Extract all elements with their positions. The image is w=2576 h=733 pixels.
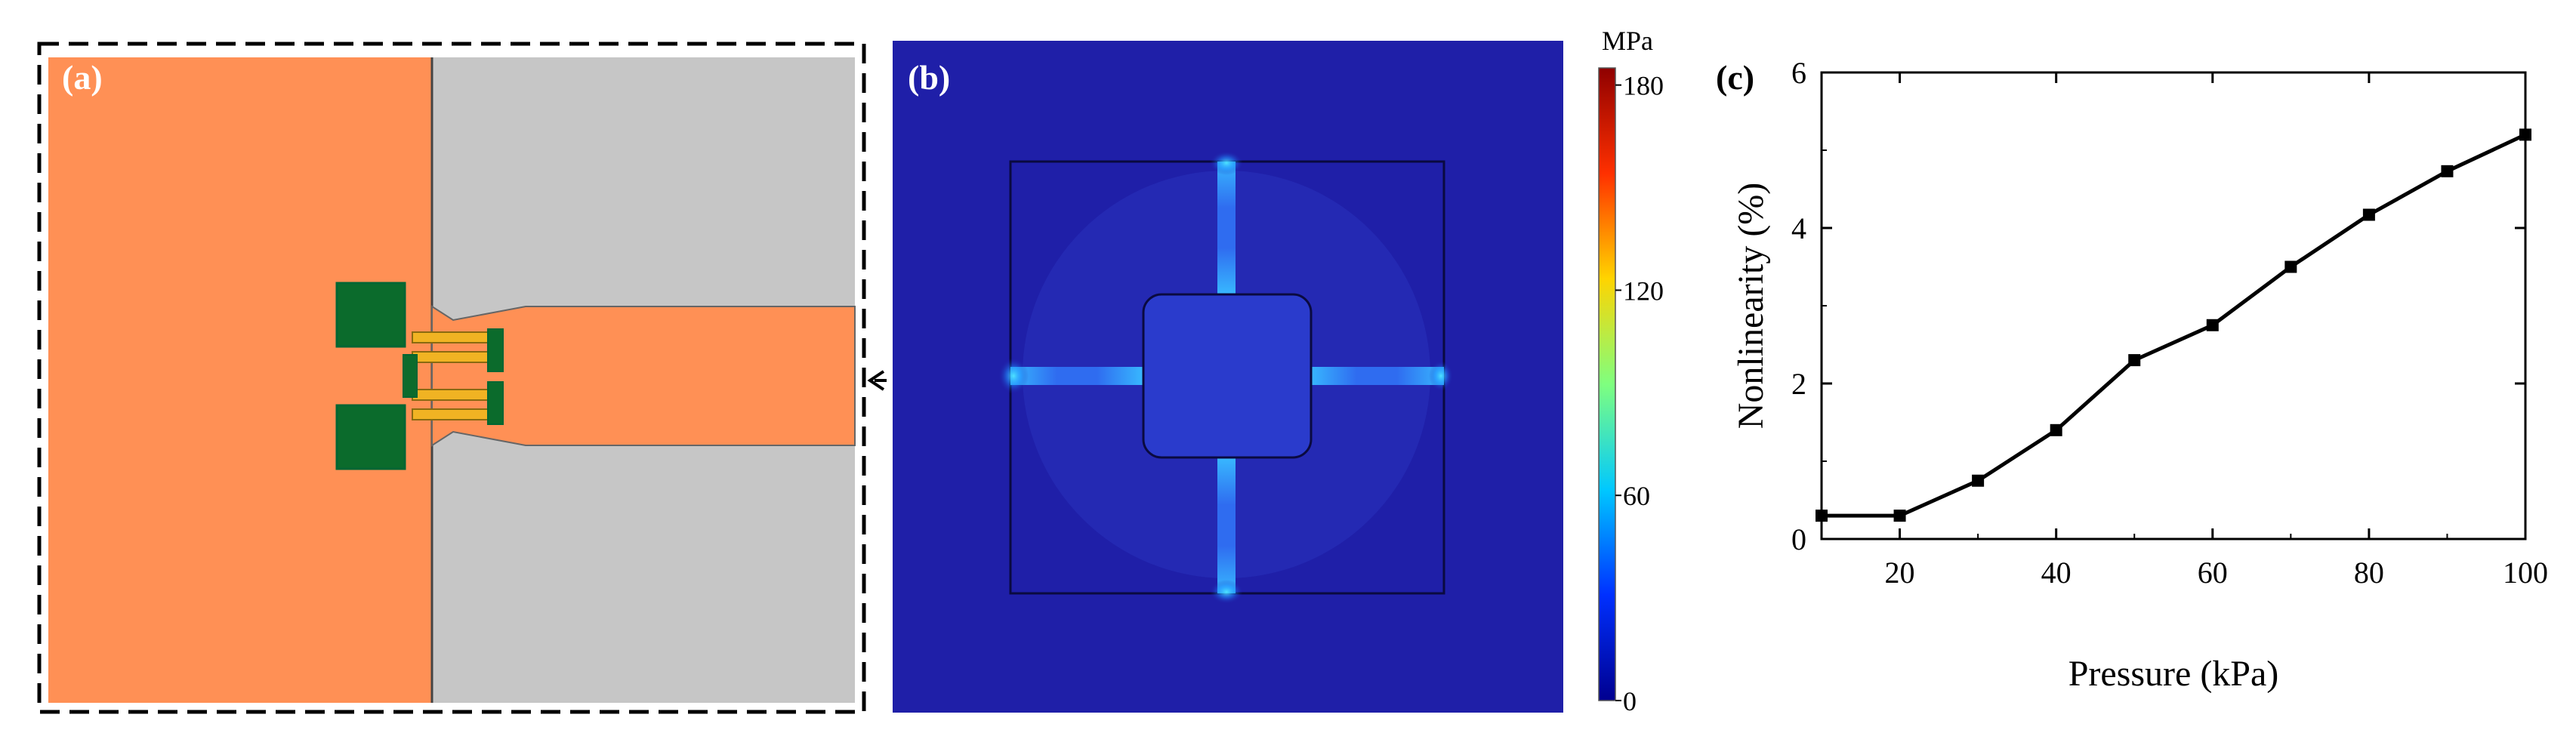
contact-pad-bottom — [335, 404, 406, 470]
panel-c-label: (c) — [1716, 58, 1754, 97]
data-point — [2284, 260, 2297, 273]
colorbar-ramp — [1598, 67, 1616, 701]
stress-hotspot-bottom — [1210, 580, 1243, 604]
colorbar-tick-label: 120 — [1623, 276, 1664, 306]
colorbar-tick-label: 0 — [1623, 686, 1637, 716]
connector-right-bottom — [487, 381, 504, 425]
colorbar: MPa 180 120 60 0 — [1598, 26, 1664, 716]
resistor-strip-2 — [412, 351, 492, 363]
stress-hotspot-right — [1429, 361, 1453, 391]
panel-a-layout: (a) — [37, 42, 866, 714]
y-tick-label: 6 — [1791, 56, 1806, 90]
stress-hotspot-left — [998, 358, 1029, 394]
plot-frame — [1820, 71, 2527, 541]
panel-c-chart: (c) 20 40 60 80 100 0 2 4 6 Pressure (kPa) Nonli… — [1716, 56, 2548, 694]
x-tick-label: 20 — [1885, 556, 1915, 590]
beam-right — [1310, 367, 1444, 385]
resistor-strip-3 — [412, 389, 492, 401]
data-point — [2519, 128, 2531, 141]
panel-a-label: (a) — [62, 58, 103, 97]
y-axis-title: Nonlinearity (%) — [1731, 183, 1771, 430]
connector-right-top — [487, 328, 504, 372]
orange-lead-taper — [431, 305, 856, 447]
resistor-strip-1 — [412, 331, 492, 343]
x-axis-title: Pressure (kPa) — [2069, 654, 2279, 694]
beam-bottom — [1217, 457, 1236, 593]
series-line — [1822, 133, 2527, 518]
colorbar-tick-label: 180 — [1623, 71, 1664, 101]
zoom-arrow-head — [867, 370, 885, 391]
panel-b-stress-map: (b) — [893, 41, 1563, 713]
panel-b-label: (b) — [908, 58, 950, 97]
axes-ticks: 20 40 60 80 100 0 2 4 6 — [1791, 56, 2548, 590]
data-point — [2441, 165, 2454, 177]
series-layer — [1816, 128, 2531, 522]
contact-pad-top — [335, 282, 406, 348]
x-tick-label: 60 — [2198, 556, 2228, 590]
data-point — [1893, 510, 1906, 522]
x-tick-label: 100 — [2503, 556, 2548, 590]
data-point — [2128, 354, 2141, 367]
central-boss — [1142, 293, 1313, 459]
data-point — [2050, 423, 2062, 436]
data-point — [1972, 474, 1985, 487]
colorbar-tick-label: 60 — [1623, 481, 1650, 511]
data-point — [1816, 510, 1828, 522]
y-tick-label: 0 — [1791, 522, 1806, 556]
x-tick-label: 80 — [2354, 556, 2384, 590]
colorbar-unit: MPa — [1602, 26, 1653, 56]
data-point — [2362, 208, 2375, 221]
orange-region — [48, 57, 432, 703]
beam-left — [1010, 367, 1143, 385]
x-tick-label: 40 — [2041, 556, 2072, 590]
stress-hotspot-top — [1210, 151, 1243, 175]
beam-top — [1217, 162, 1236, 294]
data-point — [2206, 319, 2219, 331]
panel-a-dashed-frame — [37, 42, 866, 714]
resistor-strip-4 — [412, 408, 492, 420]
y-tick-label: 4 — [1791, 211, 1806, 245]
colorbar-ticks: 180 120 60 0 — [1615, 71, 1664, 716]
connector-left-middle — [403, 354, 418, 398]
y-tick-label: 2 — [1791, 367, 1806, 401]
